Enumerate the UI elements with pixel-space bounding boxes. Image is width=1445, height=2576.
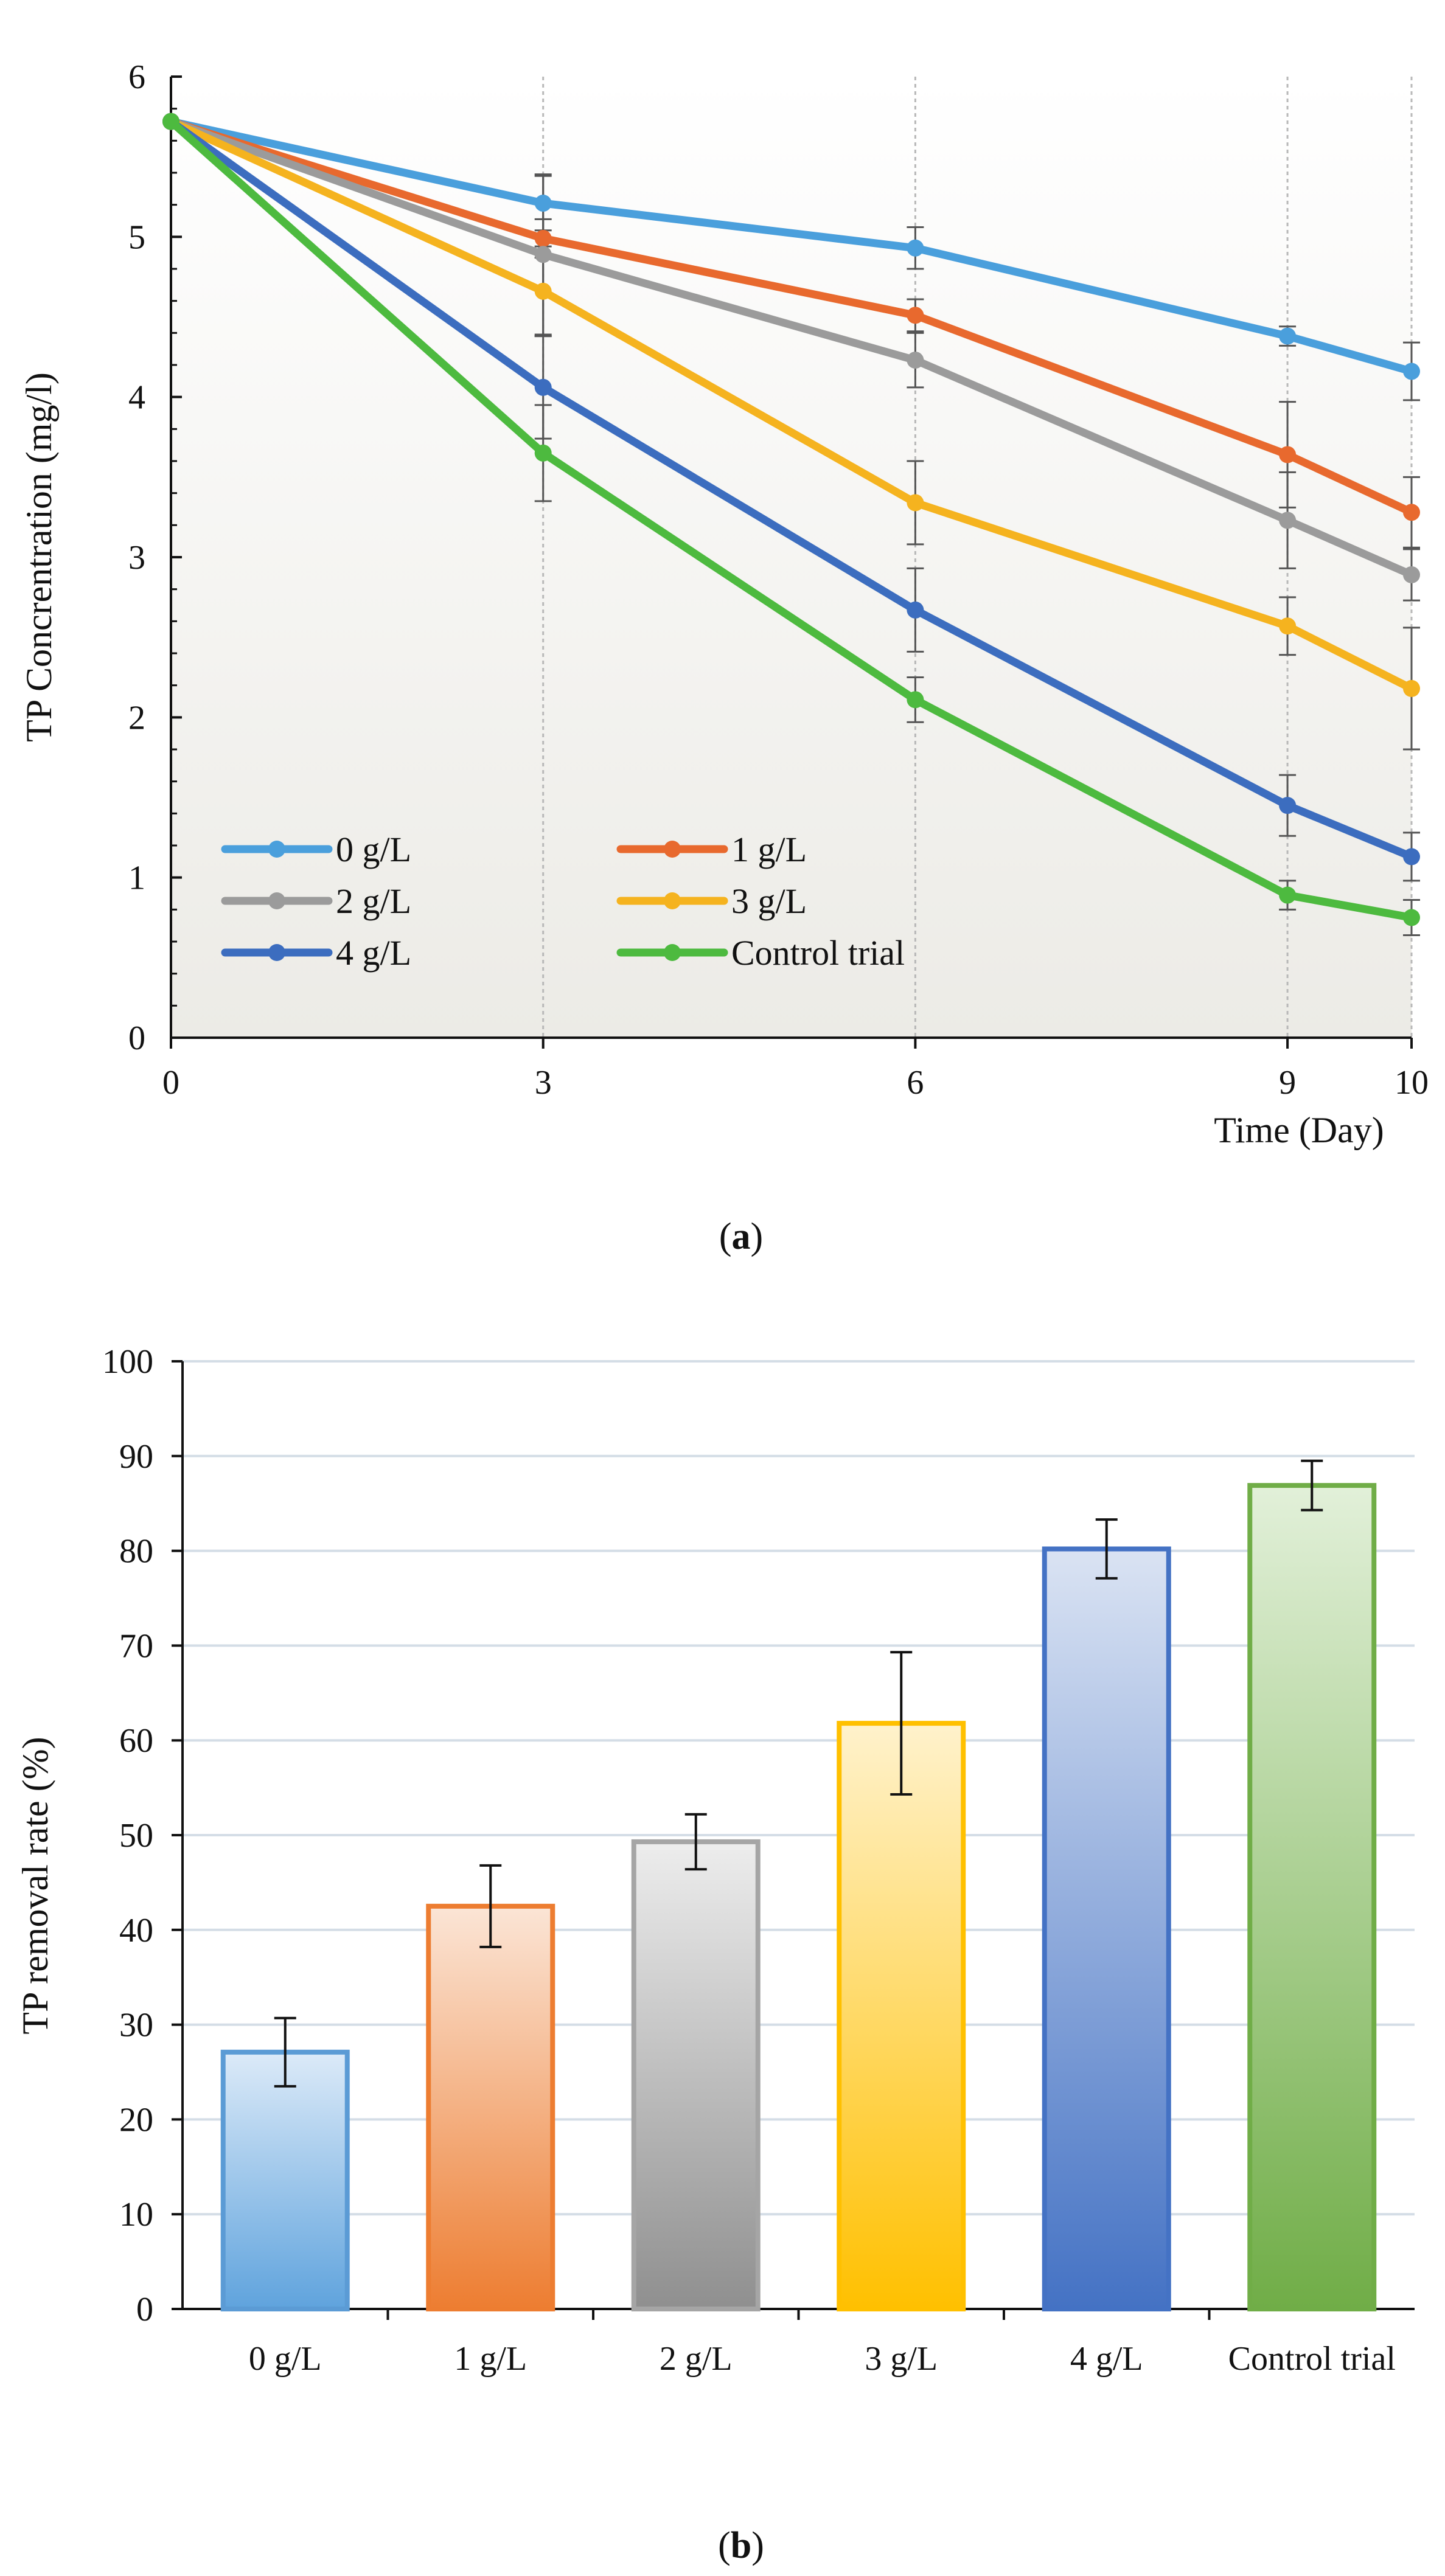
x-axis-title-a: Time (Day) [1214, 1110, 1384, 1150]
y-tick-label: 1 [128, 859, 145, 897]
tick-labels-a: 0 1 2 3 4 5 6 0 3 6 9 10 [128, 58, 1429, 1102]
bar-1-g-l [426, 1903, 555, 2312]
data-point-0-g-l [1403, 363, 1420, 380]
legend-swatch-marker [664, 944, 681, 961]
category-labels-b: 0 g/L 1 g/L 2 g/L 3 g/L 4 g/L Control trial [249, 2340, 1396, 2378]
line-chart-a: 0 1 2 3 4 5 6 0 3 6 9 10 TP Concrentration (mg/l) T… [19, 58, 1429, 1257]
y-tick-label: 0 [128, 1019, 145, 1057]
bar-3-g-l [837, 1721, 966, 2311]
x-tick-label: 10 [1395, 1064, 1429, 1102]
data-point-0-g-l [534, 195, 552, 212]
x-tick-label: 3 [535, 1064, 552, 1102]
error-bars-b [274, 1459, 1323, 2088]
legend-label: 0 g/L [336, 830, 411, 869]
data-point-control-trial [907, 691, 924, 709]
axes-a [170, 75, 1413, 1049]
legend-swatch-marker [664, 892, 681, 909]
y-tick-label: 6 [128, 58, 145, 96]
legend-a: 0 g/L 1 g/L 2 g/L 3 g/L 4 g/L Control trial [221, 830, 905, 973]
caption-letter-b: b [731, 2525, 751, 2566]
y-tick-label: 90 [119, 1438, 153, 1476]
data-point-control-trial [534, 444, 552, 462]
legend-label: 3 g/L [731, 881, 807, 921]
data-point-4-g-l [534, 378, 552, 396]
data-point-control-trial [1403, 909, 1420, 926]
data-point-1-g-l [1403, 504, 1420, 521]
category-label: 4 g/L [1070, 2340, 1143, 2378]
legend-item-3-g-l: 3 g/L [616, 881, 807, 921]
x-tick-label: 0 [162, 1064, 179, 1102]
y-tick-label: 40 [119, 1912, 153, 1949]
y-gridlines-b [183, 1360, 1415, 2216]
legend-label: Control trial [731, 933, 905, 973]
y-tick-label: 70 [119, 1627, 153, 1665]
data-point-4-g-l [1279, 797, 1297, 814]
data-point-control-trial [1279, 886, 1297, 904]
caption-b: (b) [718, 2525, 764, 2566]
axes-b [172, 1360, 1415, 2320]
category-label: 3 g/L [865, 2340, 938, 2378]
caption-letter-a: a [732, 1216, 751, 1257]
category-label: 2 g/L [660, 2340, 733, 2378]
legend-item-control-trial: Control trial [616, 933, 905, 973]
legend-label: 2 g/L [336, 881, 411, 921]
bar-2-g-l [631, 1839, 761, 2311]
y-tick-label: 0 [136, 2291, 153, 2328]
bar-chart-b: 0 10 20 30 40 50 60 70 80 90 100 0 g/L 1 g/L 2 g/L 3 … [15, 1343, 1415, 2566]
y-tick-label: 3 [128, 539, 145, 577]
legend-swatch-marker [268, 944, 285, 961]
legend-swatch-marker [268, 841, 285, 858]
y-tick-label: 5 [128, 218, 145, 256]
data-point-3-g-l [1403, 679, 1420, 697]
data-point-0-g-l [1279, 327, 1297, 345]
x-tick-label: 6 [907, 1064, 924, 1102]
y-tick-label: 20 [119, 2101, 153, 2139]
data-point-2-g-l [1403, 566, 1420, 583]
y-axis-title-b: TP removal rate (%) [15, 1737, 55, 2034]
legend-item-1-g-l: 1 g/L [616, 830, 807, 869]
y-tick-label: 100 [102, 1343, 153, 1381]
x-tick-label: 9 [1279, 1064, 1296, 1102]
data-point-4-g-l [907, 601, 924, 619]
y-tick-label: 30 [119, 2007, 153, 2044]
legend-item-2-g-l: 2 g/L [221, 881, 411, 921]
y-tick-label: 80 [119, 1533, 153, 1571]
y-tick-label: 60 [119, 1722, 153, 1760]
y-tick-label: 10 [119, 2196, 153, 2234]
tick-labels-b: 0 10 20 30 40 50 60 70 80 90 100 [102, 1343, 153, 2328]
y-tick-label: 50 [119, 1817, 153, 1855]
y-axis-title-a: TP Concrentration (mg/l) [19, 372, 59, 742]
legend-swatch-marker [268, 892, 285, 909]
series-lines-a [162, 113, 1420, 926]
legend-item-4-g-l: 4 g/L [221, 933, 411, 973]
data-point-2-g-l [907, 352, 924, 369]
data-point-2-g-l [1279, 512, 1297, 529]
data-point-4-g-l [1403, 848, 1420, 866]
data-point-2-g-l [534, 246, 552, 263]
data-point-1-g-l [534, 229, 552, 247]
legend-item-0-g-l: 0 g/L [221, 830, 411, 869]
data-point-3-g-l [1279, 617, 1297, 635]
bar-4-g-l [1042, 1546, 1171, 2311]
data-point-0-g-l [907, 239, 924, 257]
y-tick-label: 4 [128, 379, 145, 417]
category-label: Control trial [1228, 2340, 1396, 2378]
data-point-1-g-l [1279, 446, 1297, 463]
y-tick-label: 2 [128, 699, 145, 737]
caption-a: (a) [719, 1216, 763, 1257]
data-point-3-g-l [907, 494, 924, 512]
category-label: 0 g/L [249, 2340, 322, 2378]
data-point-3-g-l [534, 282, 552, 300]
legend-label: 4 g/L [336, 933, 411, 973]
bar-0-g-l [220, 2049, 350, 2311]
legend-swatch-marker [664, 841, 681, 858]
data-point-control-trial [162, 113, 179, 130]
legend-label: 1 g/L [731, 830, 807, 869]
category-label: 1 g/L [454, 2340, 527, 2378]
bars-b [220, 1483, 1377, 2312]
bar-control-trial [1247, 1483, 1377, 2311]
data-point-1-g-l [907, 307, 924, 324]
